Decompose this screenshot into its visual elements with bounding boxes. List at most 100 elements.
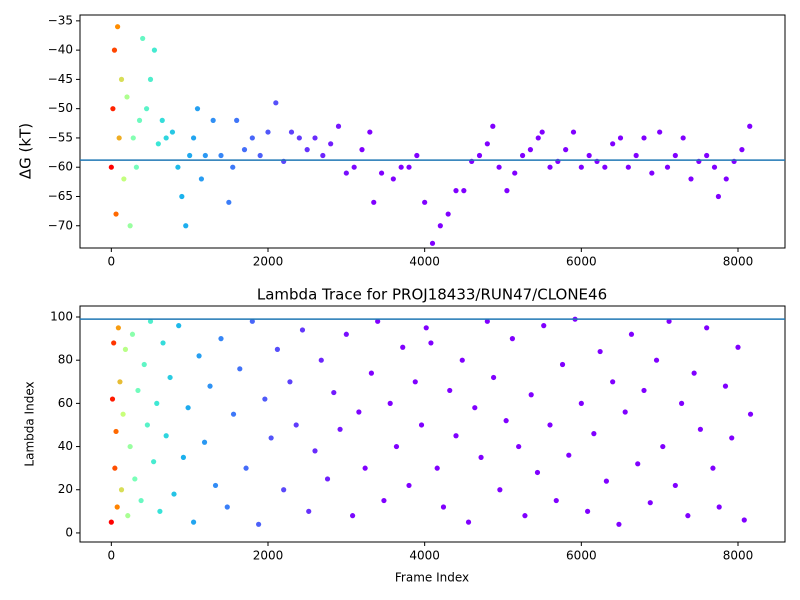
data-point [616, 521, 622, 527]
data-point [151, 47, 158, 53]
data-point [362, 465, 368, 471]
y-tick-label: 80 [58, 353, 73, 367]
data-point [367, 129, 373, 135]
data-point [343, 170, 349, 176]
data-point [202, 152, 208, 159]
y-tick-label: −60 [48, 160, 73, 174]
data-point [465, 519, 472, 525]
data-point [657, 129, 663, 135]
data-point [350, 513, 356, 519]
data-point [496, 164, 502, 170]
data-point [114, 504, 120, 510]
data-point [147, 318, 154, 324]
data-point [171, 491, 177, 497]
data-point [445, 211, 451, 217]
data-point [133, 164, 139, 170]
data-point [108, 519, 114, 525]
y-tick-label: −55 [48, 130, 73, 144]
x-tick-label: 8000 [723, 255, 754, 269]
y-tick-label: −50 [48, 101, 73, 115]
data-point [224, 504, 230, 510]
y-tick-label: 20 [58, 482, 73, 496]
data-point [371, 199, 377, 205]
data-point [335, 123, 342, 129]
data-point [641, 387, 647, 394]
data-point [183, 223, 189, 229]
data-point [359, 147, 365, 153]
data-point [453, 433, 459, 439]
data-point [262, 396, 268, 402]
data-point [723, 176, 729, 182]
data-point [704, 325, 710, 331]
y-axis-label: ΔG (kT) [17, 123, 35, 179]
data-point [688, 176, 694, 182]
data-point [121, 176, 127, 182]
data-point [304, 147, 310, 153]
data-point [167, 374, 173, 381]
data-point [118, 76, 125, 82]
data-point [628, 331, 635, 337]
data-point [218, 152, 224, 159]
data-point [610, 379, 616, 385]
data-point [459, 357, 465, 363]
data-point [113, 428, 119, 435]
data-point [566, 452, 572, 458]
y-tick-label: 0 [65, 525, 73, 539]
data-point [312, 135, 318, 141]
data-point [175, 164, 181, 170]
data-point [230, 164, 236, 170]
data-point [649, 170, 655, 176]
data-point [578, 400, 584, 406]
data-point [249, 318, 255, 324]
data-point [578, 164, 584, 170]
data-point [570, 129, 577, 135]
data-point [144, 422, 150, 428]
data-point [680, 135, 686, 141]
data-point [375, 318, 381, 324]
data-point [497, 487, 503, 493]
data-point [381, 497, 387, 504]
data-point [196, 353, 202, 359]
data-point [516, 443, 522, 450]
data-point [306, 508, 312, 514]
data-point [503, 418, 509, 424]
data-point [406, 482, 412, 489]
data-point [664, 164, 671, 170]
data-point [528, 392, 534, 398]
data-point [547, 422, 553, 428]
data-point [553, 497, 559, 504]
data-point [504, 188, 510, 194]
data-point [141, 361, 147, 368]
data-point [343, 331, 349, 337]
data-point [679, 400, 685, 406]
data-point [633, 152, 639, 159]
data-point [138, 497, 144, 504]
data-point [534, 469, 541, 476]
data-point [691, 370, 697, 376]
data-point [603, 478, 610, 484]
data-point [490, 123, 496, 129]
data-point [163, 433, 169, 439]
data-point [108, 164, 114, 170]
data-point [393, 443, 400, 450]
x-tick-label: 2000 [253, 549, 284, 563]
data-point [519, 152, 526, 159]
data-point [512, 170, 518, 176]
data-point [226, 199, 232, 205]
data-point [597, 348, 603, 355]
data-point [559, 361, 566, 368]
data-point [491, 374, 497, 381]
data-point [324, 476, 331, 482]
data-point [194, 106, 201, 112]
chart-title: Lambda Trace for PROJ18433/RUN47/CLONE46 [257, 286, 607, 304]
data-point [434, 465, 440, 471]
data-point [180, 454, 186, 460]
data-point [484, 318, 490, 324]
y-tick-label: 100 [50, 310, 73, 324]
data-point [190, 519, 197, 525]
data-point [130, 135, 136, 141]
axes-frame [79, 305, 786, 543]
data-point [509, 336, 515, 342]
data-point [328, 141, 334, 147]
